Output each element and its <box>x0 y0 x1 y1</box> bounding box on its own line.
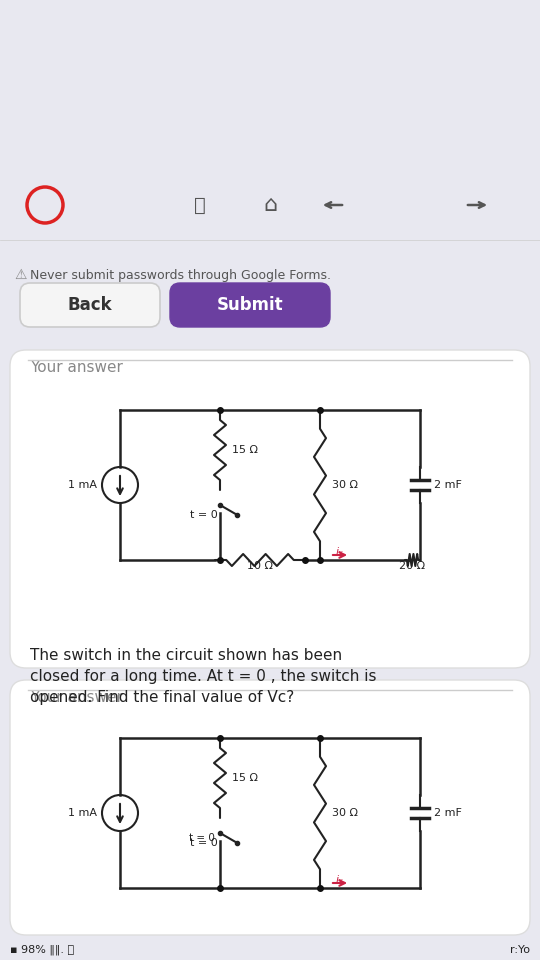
Text: Submit: Submit <box>217 296 284 314</box>
Text: Back: Back <box>68 296 112 314</box>
Text: 15 Ω: 15 Ω <box>232 445 258 455</box>
Text: iₓ: iₓ <box>336 547 344 557</box>
Text: 1 mA: 1 mA <box>68 480 97 490</box>
FancyBboxPatch shape <box>10 680 530 935</box>
Text: t = 0: t = 0 <box>190 510 218 520</box>
FancyBboxPatch shape <box>10 350 530 668</box>
Text: 2 mF: 2 mF <box>434 808 462 818</box>
Text: ⌂: ⌂ <box>263 195 277 215</box>
Text: r:Yo: r:Yo <box>510 945 530 955</box>
FancyBboxPatch shape <box>170 283 330 327</box>
Text: Never submit passwords through Google Forms.: Never submit passwords through Google Fo… <box>30 269 331 281</box>
Text: iₓ: iₓ <box>336 875 344 885</box>
Text: The switch in the circuit shown has been
closed for a long time. At t = 0 , the : The switch in the circuit shown has been… <box>30 648 376 705</box>
Text: 15 Ω: 15 Ω <box>232 773 258 783</box>
Text: 30 Ω: 30 Ω <box>332 480 358 490</box>
Text: 30 Ω: 30 Ω <box>332 808 358 818</box>
Text: 2 mF: 2 mF <box>434 480 462 490</box>
Text: 20 Ω: 20 Ω <box>400 561 426 571</box>
Text: Your answer: Your answer <box>30 690 123 706</box>
Text: ⚠: ⚠ <box>14 268 26 282</box>
Text: 1 mA: 1 mA <box>68 808 97 818</box>
Text: ⬜: ⬜ <box>194 196 206 214</box>
Text: t = 0: t = 0 <box>190 838 218 848</box>
FancyBboxPatch shape <box>20 283 160 327</box>
Text: t = 0: t = 0 <box>189 833 215 843</box>
Text: 10 Ω: 10 Ω <box>247 561 273 571</box>
Text: Your answer: Your answer <box>30 361 123 375</box>
Text: ▪ 98% ‖‖. 令: ▪ 98% ‖‖. 令 <box>10 945 74 955</box>
